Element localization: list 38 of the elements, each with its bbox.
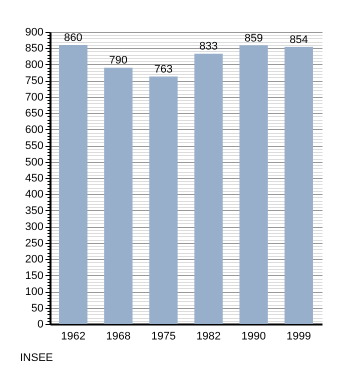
y-tick-label: 900 [25, 26, 44, 38]
data-label: 833 [199, 40, 218, 53]
y-tick-label: 800 [25, 58, 44, 71]
data-label: 859 [244, 32, 263, 44]
bar [194, 54, 223, 324]
y-tick-label: 700 [25, 91, 44, 104]
x-tick-label: 1999 [286, 330, 312, 342]
x-tick-label: 1968 [106, 330, 131, 342]
y-tick-label: 550 [25, 140, 44, 152]
y-tick-label: 50 [31, 302, 44, 314]
y-tick-label: 850 [25, 42, 44, 55]
bar [59, 44, 88, 324]
y-tick-label: 500 [25, 156, 44, 168]
x-tick-label: 1975 [151, 330, 176, 342]
y-tick-label: 650 [25, 108, 44, 120]
data-label: 763 [154, 63, 173, 76]
y-tick-label: 100 [25, 286, 44, 298]
y-tick-label: 450 [25, 172, 44, 184]
y-tick-label: 300 [25, 221, 44, 234]
data-label: 790 [109, 54, 128, 67]
y-tick-label: 350 [25, 204, 44, 217]
y-tick-label: 750 [25, 75, 44, 88]
y-tick-label: 400 [25, 188, 44, 201]
text: INSEE [20, 352, 54, 364]
data-label: 860 [64, 32, 82, 44]
bar [104, 68, 133, 324]
x-tick-label: 1990 [241, 330, 266, 342]
bar [284, 46, 313, 324]
y-tick-label: 200 [25, 254, 44, 266]
y-tick-label: 150 [25, 270, 44, 282]
x-tick-label: 1962 [60, 330, 86, 342]
y-tick-label: 250 [25, 237, 44, 250]
bar [239, 45, 268, 324]
data-label: 854 [290, 34, 308, 46]
bar [149, 76, 178, 324]
x-tick-label: 1982 [196, 330, 221, 342]
y-tick-label: 600 [25, 124, 44, 136]
y-tick-label: 0 [37, 318, 44, 330]
